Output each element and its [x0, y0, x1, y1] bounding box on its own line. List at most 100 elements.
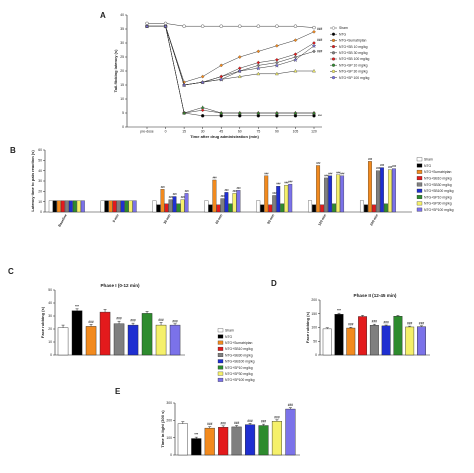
- panel-c-bar: [99, 311, 111, 356]
- panel-b-sig-label: ###: [388, 166, 393, 169]
- panel-c-title: Phase I (0-12 min): [100, 283, 140, 288]
- panel-a-point: [275, 57, 279, 62]
- panel-e-bar: [204, 427, 215, 456]
- panel-a-point: [237, 55, 242, 59]
- panel-a-xtick-label: pre-dose: [140, 130, 153, 134]
- panel-b-bar: [208, 204, 213, 213]
- panel-a-point: [256, 24, 261, 28]
- panel-b-bar: [168, 199, 173, 213]
- panel-b-category-label: 90 min: [266, 214, 275, 225]
- panel-e-bar: [245, 424, 256, 456]
- panel-a-ytick-label: 0: [122, 125, 124, 129]
- panel-b-legend-label: NTG+SP10 mg/kg: [424, 195, 452, 199]
- panel-b-legend-label: NTG+SB30 mg/kg: [424, 183, 452, 187]
- panel-b-axes: [44, 150, 412, 213]
- panel-a-series-line: [147, 25, 315, 86]
- panel-b-sig-label: ###: [221, 195, 226, 198]
- panel-d-sig-label: ###: [348, 323, 354, 327]
- panel-a-point: [237, 110, 242, 115]
- panel-b-bar: [120, 200, 125, 213]
- panel-b-sig-label: ###: [276, 183, 281, 186]
- panel-e-sig-label: ###: [274, 415, 280, 419]
- panel-b-bar: [288, 183, 293, 213]
- panel-a-series-line: [147, 25, 314, 114]
- panel-b-bar: [164, 203, 169, 213]
- panel-c-bar: [127, 324, 139, 356]
- panel-b-bar: [156, 204, 161, 213]
- shared-legend-swatch: [217, 328, 224, 333]
- panel-b-bar: [152, 200, 157, 213]
- panel-a-point: [256, 110, 261, 115]
- panel-e-sig-label: ###: [247, 419, 253, 423]
- panel-b-bar: [100, 200, 105, 213]
- shared-legend-label: NTG: [225, 335, 233, 339]
- panel-letter-e: E: [115, 387, 121, 396]
- panel-a-annotation-ntg: ***: [318, 114, 322, 118]
- panel-b-bar: [236, 190, 241, 213]
- panel-b-sig-label: ###: [316, 162, 321, 165]
- panel-d-sig-label: ###: [383, 321, 389, 325]
- panel-b-ytick-label: 10: [38, 200, 42, 204]
- panel-a-legend-label: NTG+Sumatriptan: [339, 39, 367, 43]
- panel-a-xtick-label: 60: [238, 130, 242, 134]
- shared-legend-swatch: [217, 377, 224, 382]
- panel-a-point: [200, 24, 205, 28]
- panel-c-bar-chart: 0 10 20 30 40 50 Face rubbing (s) Phase I (0-12…: [40, 283, 185, 357]
- panel-b-bar: [112, 200, 117, 213]
- panel-d-title: Phase II (12-45 min): [354, 293, 397, 298]
- panel-b-bar: [359, 200, 364, 213]
- panel-d-bar: [334, 314, 344, 356]
- panel-a-point: [237, 74, 242, 78]
- panel-b-bar: [367, 161, 372, 213]
- panel-a-legend-marker: [331, 38, 336, 42]
- panel-a-legend-marker: [331, 51, 336, 55]
- panel-b-bar: [64, 200, 69, 213]
- panel-e-sig-label: ###: [207, 422, 213, 426]
- panel-a-point: [219, 63, 224, 68]
- panel-letter-d: D: [271, 279, 277, 288]
- panel-b-sig-label: ###: [376, 167, 381, 170]
- panel-letter-c: C: [8, 267, 14, 276]
- shared-legend: Sham NTG NTG+Sumatriptan NTG+SB10 mg/kg NTG+…: [217, 328, 255, 382]
- shared-legend-label: NTG+SB100 mg/kg: [225, 360, 255, 364]
- panel-b-bar: [48, 200, 53, 213]
- panel-e-bar: [258, 425, 269, 456]
- panel-b-category-label: 0 min: [112, 214, 120, 224]
- panel-b-sig-label: ###: [336, 171, 341, 174]
- panel-a-xtick-label: 0: [165, 130, 167, 134]
- panel-a-legend-marker: [331, 32, 336, 36]
- panel-b-category-label: 240 min: [369, 214, 379, 227]
- panel-a-xtick-label: 120: [311, 130, 317, 134]
- panel-b-sig-label: ###: [185, 190, 190, 193]
- panel-a-point: [219, 110, 224, 115]
- panel-b-sig-label: ###: [284, 182, 289, 185]
- panel-b-bar: [336, 174, 341, 213]
- panel-a-point: [312, 29, 316, 34]
- panel-b-bar: [264, 175, 269, 213]
- panel-a-point: [312, 68, 316, 73]
- panel-a-legend-marker: [331, 45, 336, 49]
- panel-b-bar: [312, 204, 317, 213]
- panel-a-legend-label: NTG+SP 100 mg/kg: [339, 76, 369, 80]
- shared-legend-swatch: [217, 353, 224, 357]
- shared-legend-swatch: [217, 334, 224, 339]
- panel-b-sig-label: ###: [161, 186, 166, 189]
- panel-b-ytick-label: 50: [38, 159, 42, 163]
- panel-a-annotation-end: ###: [317, 49, 323, 53]
- panel-a-point: [293, 38, 298, 43]
- panel-d-bar: [405, 326, 415, 356]
- panel-b-sig-label: ###: [380, 164, 385, 167]
- panel-a-legend-label: NTG+SB 30 mg/kg: [339, 51, 368, 55]
- shared-legend-label: Sham: [225, 329, 234, 333]
- panel-b-bar: [383, 203, 388, 213]
- panel-b-category-label: Baseline: [57, 213, 67, 227]
- panel-b-bar: [212, 179, 217, 213]
- panel-b-legend-swatch: [416, 207, 423, 212]
- panel-b-bar: [232, 193, 237, 213]
- panel-b-legend-label: Sham: [424, 158, 433, 162]
- panel-b-bar: [116, 200, 121, 213]
- panel-a-point: [275, 43, 279, 48]
- panel-a-xtick-label: 30: [201, 130, 205, 134]
- panel-b-bar: [80, 200, 85, 213]
